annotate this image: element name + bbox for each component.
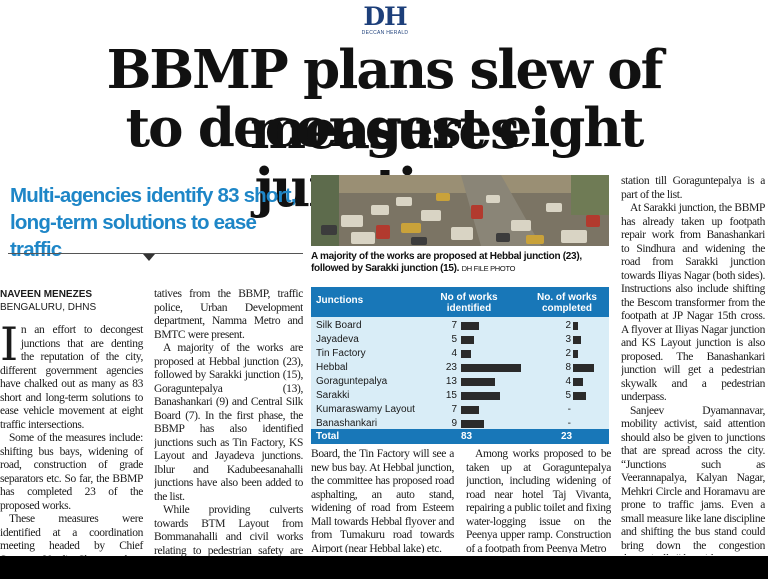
table-body: Silk Board 7 2 Jayadeva 5 3 Tin Factory 4 2 Hebba… [311, 317, 609, 431]
total-completed: 23 [561, 431, 573, 442]
junction-name: Sarakki [316, 390, 350, 401]
identified-bar [461, 350, 471, 358]
completed-bar [573, 364, 594, 372]
table-row: Banashankari 9 - [311, 417, 609, 431]
paragraph: tatives from the BBMP, traffic police, U… [154, 288, 303, 341]
junction-name: Banashankari [316, 418, 378, 429]
paragraph: Sanjeev Dyamannavar, mobility activist, … [621, 404, 765, 556]
table-row: Jayadeva 5 3 [311, 333, 609, 347]
works-identified: 9 [451, 418, 457, 429]
identified-bar [461, 322, 479, 330]
deck-line-1: Multi-agencies identify 83 short, [10, 184, 297, 207]
works-identified: 5 [451, 334, 457, 345]
bottom-black-bar [0, 556, 768, 579]
deck: Multi-agencies identify 83 short, long-t… [10, 182, 300, 263]
identified-bar [461, 406, 479, 414]
table-row: Silk Board 7 2 [311, 319, 609, 333]
photo-credit: DH FILE PHOTO [461, 264, 516, 273]
table-header: Junctions No of works identified No. of … [311, 287, 609, 317]
junction-name: Kumaraswamy Layout [316, 404, 415, 415]
paragraph: Board, the Tin Factory will see a new bu… [311, 448, 454, 553]
works-completed: 2 [565, 348, 571, 359]
article-column-3: Board, the Tin Factory will see a new bu… [311, 448, 454, 553]
works-completed: 5 [565, 390, 571, 401]
traffic-photo-image [311, 175, 609, 246]
caption-line-1: A majority of the works are proposed at … [311, 251, 582, 262]
works-completed: - [567, 404, 571, 415]
header-completed: No. of works completed [536, 292, 597, 314]
header-identified: No of works identified [440, 292, 498, 314]
identified-bar [461, 336, 474, 344]
junction-name: Goraguntepalya [316, 376, 388, 387]
paragraph: While providing culverts towards BTM Lay… [154, 504, 303, 556]
table-row: Goraguntepalya 13 4 [311, 375, 609, 389]
header-junctions: Junctions [316, 295, 364, 306]
works-identified: 23 [445, 362, 457, 373]
deck-line-2: long-term solutions to ease traffic [10, 211, 257, 261]
completed-bar [573, 336, 581, 344]
byline-author: NAVEEN MENEZES [0, 289, 93, 300]
paragraph: Some of the measures include: shifting b… [0, 432, 143, 512]
works-completed: 8 [565, 362, 571, 373]
works-identified: 7 [451, 320, 457, 331]
table-total-row: Total 83 23 [311, 429, 609, 444]
total-label: Total [316, 431, 340, 442]
table-row: Sarakki 15 5 [311, 389, 609, 403]
headline-line-1: BBMP plans slew of measures [106, 39, 664, 161]
works-completed: - [567, 418, 571, 429]
identified-bar [461, 392, 500, 400]
logo-mark: DH [363, 2, 407, 31]
paragraph: At Sarakki junction, the BBMP has alread… [621, 202, 765, 403]
dh-logo: DH DECCAN HERALD [361, 2, 409, 37]
caption-text: followed by Sarakki junction (15). [311, 263, 460, 274]
works-completed: 3 [565, 334, 571, 345]
deck-arrow-icon [143, 254, 155, 261]
junction-name: Silk Board [316, 320, 362, 331]
completed-bar [573, 322, 578, 330]
article-column-5: station till Goraguntepalya is a part of… [621, 175, 765, 555]
article-column-2: tatives from the BBMP, traffic police, U… [154, 288, 303, 556]
junction-name: Jayadeva [316, 334, 359, 345]
identified-bar [461, 378, 495, 386]
table-row: Hebbal 23 8 [311, 361, 609, 375]
identified-bar [461, 364, 521, 372]
works-completed: 4 [565, 376, 571, 387]
paragraph: station till Goraguntepalya is a part of… [621, 175, 765, 201]
paragraph-text: n an effort to decongest junctions that … [0, 324, 143, 431]
identified-bar [461, 420, 484, 428]
works-identified: 4 [451, 348, 457, 359]
article-column-4: Among works proposed to be taken up at G… [466, 448, 611, 553]
paragraph: Among works proposed to be taken up at G… [466, 448, 611, 553]
photo-caption: A majority of the works are proposed at … [311, 251, 611, 275]
drop-cap: I [0, 317, 18, 371]
paragraph: A majority of the works are proposed at … [154, 342, 303, 503]
junction-works-table: Junctions No of works identified No. of … [311, 287, 609, 444]
completed-bar [573, 350, 578, 358]
byline-dateline: BENGALURU, DHNS [0, 302, 97, 313]
total-identified: 83 [461, 431, 473, 442]
completed-bar [573, 378, 583, 386]
works-completed: 2 [565, 320, 571, 331]
logo-subtext: DECCAN HERALD [361, 30, 409, 36]
table-row: Kumaraswamy Layout 7 - [311, 403, 609, 417]
junction-name: Hebbal [316, 362, 348, 373]
table-row: Tin Factory 4 2 [311, 347, 609, 361]
deck-divider [8, 253, 303, 254]
traffic-photo [311, 175, 609, 246]
works-identified: 15 [445, 390, 457, 401]
completed-bar [573, 392, 586, 400]
caption-line-2: followed by Sarakki junction (15). DH FI… [311, 263, 611, 275]
works-identified: 13 [445, 376, 457, 387]
junction-name: Tin Factory [316, 348, 366, 359]
works-identified: 7 [451, 404, 457, 415]
